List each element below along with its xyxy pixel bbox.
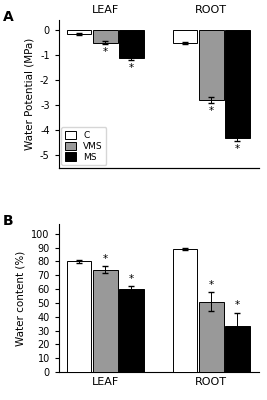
Bar — [225, 30, 250, 138]
Text: *: * — [209, 106, 214, 116]
Text: *: * — [103, 47, 108, 57]
Bar — [172, 30, 197, 42]
Bar — [225, 326, 250, 372]
Bar — [93, 30, 117, 42]
Bar — [172, 249, 197, 372]
Text: B: B — [3, 214, 13, 228]
Y-axis label: Water content (%): Water content (%) — [16, 250, 26, 346]
Bar — [67, 30, 92, 34]
Text: *: * — [235, 144, 240, 154]
Bar — [119, 30, 144, 58]
Text: A: A — [3, 10, 13, 24]
Text: *: * — [103, 254, 108, 264]
Y-axis label: Water Potential (MPa): Water Potential (MPa) — [24, 38, 34, 150]
Bar — [199, 302, 223, 372]
Bar — [93, 270, 117, 372]
Text: *: * — [235, 300, 240, 310]
Bar — [119, 289, 144, 372]
Legend: C, VMS, MS: C, VMS, MS — [61, 127, 106, 165]
Bar — [199, 30, 223, 100]
Bar — [67, 262, 92, 372]
Text: *: * — [129, 274, 134, 284]
Text: *: * — [209, 280, 214, 290]
Text: *: * — [129, 63, 134, 73]
